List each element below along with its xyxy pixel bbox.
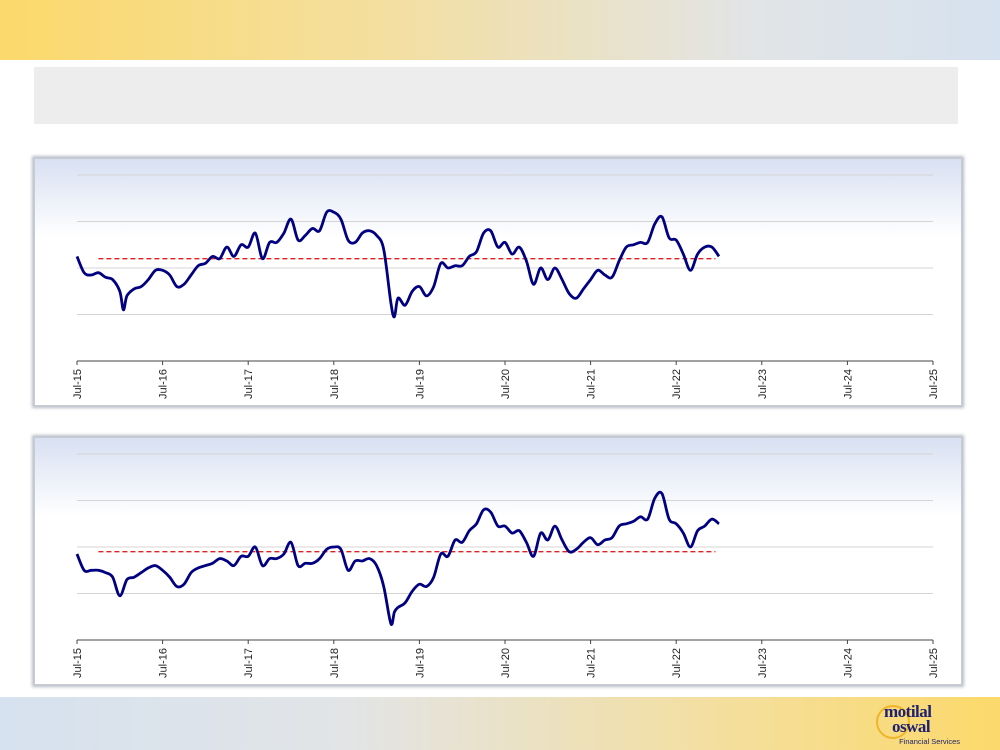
x-tick-label: Jul-21 — [586, 648, 598, 678]
x-tick-label: Jul-25 — [928, 369, 940, 399]
x-tick-label: Jul-19 — [414, 648, 426, 678]
footer-band — [0, 697, 1000, 750]
chart-panel-1: Jul-15 Jul-16 Jul-17 Jul-18 Jul-19 Jul-20 Jul-… — [34, 158, 962, 406]
x-tick-label: Jul-17 — [243, 648, 255, 678]
company-logo: motilal oswal Financial Services — [876, 703, 960, 749]
x-tick-label: Jul-25 — [928, 648, 940, 678]
line-chart-1: Jul-15 Jul-16 Jul-17 Jul-18 Jul-19 Jul-20 Jul-… — [72, 174, 940, 399]
x-tick-label: Jul-18 — [329, 369, 341, 399]
x-tick-label: Jul-23 — [757, 369, 769, 399]
x-tick-label: Jul-20 — [500, 369, 512, 399]
x-tick-label: Jul-21 — [586, 369, 598, 399]
x-tick-label: Jul-16 — [158, 369, 170, 399]
x-tick-label: Jul-24 — [842, 648, 854, 678]
logo-subtitle: Financial Services — [899, 737, 960, 746]
series-line-1 — [75, 490, 720, 626]
x-tick-label: Jul-24 — [842, 369, 854, 399]
logo-line-1: motilal — [884, 702, 932, 721]
x-tick-label: Jul-20 — [500, 648, 512, 678]
chart-panel-2: Jul-15 Jul-16 Jul-17 Jul-18 Jul-19 Jul-20 Jul-… — [34, 437, 962, 685]
x-tick-label: Jul-19 — [414, 369, 426, 399]
x-tick-label: Jul-23 — [757, 648, 769, 678]
x-tick-label: Jul-22 — [671, 369, 683, 399]
logo-wordmark: motilal oswal — [884, 702, 932, 736]
x-tick-label: Jul-15 — [72, 648, 84, 678]
series-line-1 — [75, 209, 721, 319]
x-tick-label: Jul-18 — [329, 648, 341, 678]
x-tick-label: Jul-22 — [671, 648, 683, 678]
slide-title-box — [34, 67, 958, 124]
logo-line-2: oswal — [892, 717, 931, 736]
x-tick-label: Jul-15 — [72, 369, 84, 399]
logo-ring-icon — [876, 705, 910, 739]
x-tick-label: Jul-16 — [158, 648, 170, 678]
line-chart-2: Jul-15 Jul-16 Jul-17 Jul-18 Jul-19 Jul-20 Jul-… — [72, 453, 940, 678]
header-band — [0, 0, 1000, 60]
x-tick-label: Jul-17 — [243, 369, 255, 399]
